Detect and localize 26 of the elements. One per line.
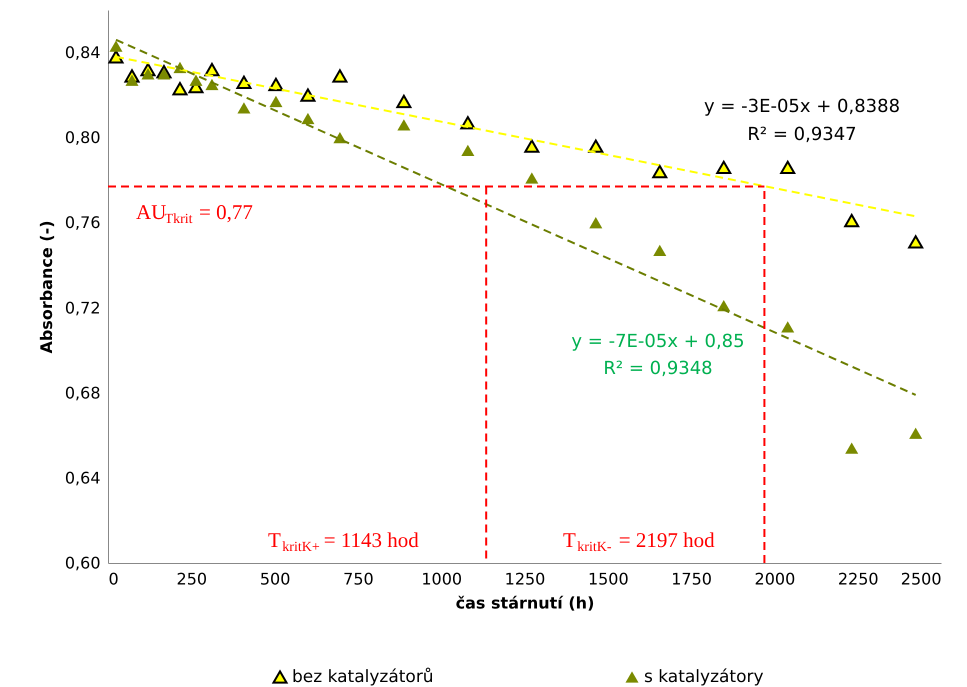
x-axis-title: čas stárnutí (h) — [456, 594, 594, 612]
legend-label: s katalyzátory — [644, 667, 764, 687]
x-tick-label: 0 — [108, 570, 119, 588]
x-tick-label: 250 — [176, 570, 208, 588]
y-tick-label: 0,60 — [64, 554, 100, 572]
annotation: R² = 0,9348 — [603, 358, 713, 379]
x-tick-label: 1750 — [671, 570, 712, 588]
y-tick-label: 0,76 — [64, 213, 100, 232]
x-tick-label: 1500 — [588, 570, 629, 588]
legend-label: bez katalyzátorů — [292, 667, 434, 687]
y-tick-label: 0,68 — [64, 383, 100, 402]
x-tick-label: 2000 — [754, 570, 796, 588]
y-axis-title: Absorbance (-) — [36, 220, 56, 354]
annotation: R² = 0,9347 — [747, 124, 857, 145]
x-tick-label: 1000 — [421, 570, 462, 588]
x-tick-label: 750 — [343, 570, 374, 588]
x-tick-label: 1250 — [504, 570, 546, 588]
x-tick-label: 2500 — [900, 570, 942, 588]
y-tick-label: 0,64 — [64, 468, 100, 488]
x-tick-label: 2250 — [838, 570, 879, 588]
y-tick-label: 0,72 — [64, 298, 100, 318]
y-tick-label: 0,80 — [64, 128, 100, 148]
annotation: y = -3E-05x + 0,8388 — [704, 96, 900, 117]
annotation: y = -7E-05x + 0,85 — [571, 331, 745, 352]
x-tick-label: 500 — [260, 570, 290, 588]
y-tick-label: 0,84 — [64, 43, 100, 62]
